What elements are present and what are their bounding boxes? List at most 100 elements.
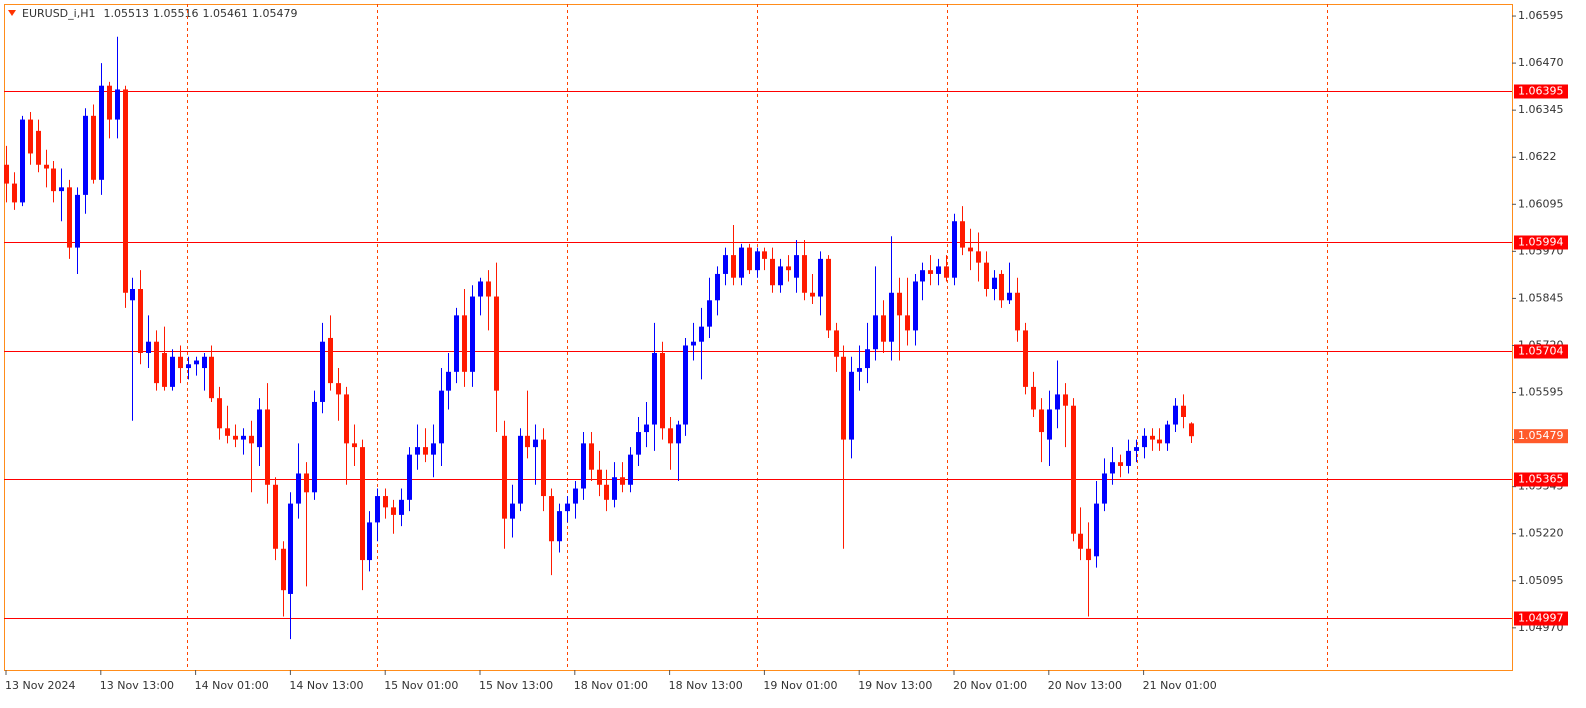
x-tick-label: 18 Nov 13:00 bbox=[669, 679, 743, 692]
candle-body bbox=[75, 194, 80, 248]
candle-body bbox=[67, 187, 72, 248]
candle-body bbox=[1189, 423, 1194, 437]
candle-body bbox=[186, 364, 191, 369]
candle-body bbox=[857, 368, 862, 372]
level-label: 1.05704 bbox=[1518, 345, 1564, 358]
candle-body bbox=[952, 221, 957, 278]
header-close: 1.05479 bbox=[252, 7, 298, 20]
candle-body bbox=[439, 390, 444, 444]
candle-body bbox=[944, 266, 949, 278]
candle-body bbox=[99, 85, 104, 180]
candle-body bbox=[273, 484, 278, 549]
candle-body bbox=[431, 443, 436, 455]
candle-body bbox=[257, 409, 262, 448]
candle-body bbox=[644, 424, 649, 433]
candle-body bbox=[51, 168, 56, 192]
candle-body bbox=[486, 281, 491, 297]
candle-body bbox=[984, 262, 989, 289]
x-tick-label: 13 Nov 13:00 bbox=[100, 679, 174, 692]
candle-body bbox=[589, 443, 594, 470]
candle-body bbox=[1118, 462, 1123, 466]
y-tick-label: 1.05845 bbox=[1518, 291, 1564, 304]
candle-body bbox=[533, 439, 538, 448]
level-label-bg bbox=[1514, 84, 1568, 99]
candle-body bbox=[976, 251, 981, 263]
candle-body bbox=[36, 130, 41, 165]
candle-body bbox=[1086, 548, 1091, 561]
x-tick-label: 14 Nov 13:00 bbox=[289, 679, 363, 692]
y-tick-label: 1.05095 bbox=[1518, 574, 1564, 587]
candle-body bbox=[478, 281, 483, 297]
level-label-bg bbox=[1514, 611, 1568, 626]
candle-body bbox=[399, 499, 404, 515]
candle-body bbox=[905, 315, 910, 331]
candle-body bbox=[818, 258, 823, 297]
candle-body bbox=[1094, 503, 1099, 557]
candle-body bbox=[612, 477, 617, 500]
symbol: EURUSD_i,H1 bbox=[22, 7, 95, 20]
candle-body bbox=[913, 281, 918, 331]
candle-body bbox=[454, 315, 459, 372]
candle-body bbox=[352, 443, 357, 448]
header-arrow bbox=[8, 10, 16, 16]
candle-body bbox=[525, 435, 530, 448]
candle-body bbox=[1150, 435, 1155, 440]
candle-body bbox=[1031, 386, 1036, 410]
candle-body bbox=[683, 345, 688, 425]
level-label-bg bbox=[1514, 472, 1568, 487]
candle-body bbox=[281, 548, 286, 591]
candle-body bbox=[778, 266, 783, 286]
candle-body bbox=[676, 424, 681, 444]
candle-body bbox=[202, 356, 207, 369]
header: EURUSD_i,H1 1.05513 1.05516 1.05461 1.05479 bbox=[22, 7, 297, 20]
candle-body bbox=[470, 296, 475, 372]
candle-body bbox=[762, 251, 767, 259]
candle-body bbox=[936, 266, 941, 274]
candle-body bbox=[581, 443, 586, 489]
candle-body bbox=[920, 270, 925, 282]
candle-body bbox=[668, 428, 673, 444]
candle-body bbox=[889, 292, 894, 342]
candle-body bbox=[834, 330, 839, 357]
candle-body bbox=[194, 360, 199, 365]
candle-body bbox=[747, 247, 752, 271]
x-tick-label: 19 Nov 01:00 bbox=[763, 679, 837, 692]
candle-body bbox=[565, 503, 570, 512]
candle-body bbox=[178, 356, 183, 369]
candle-body bbox=[826, 258, 831, 331]
header-low: 1.05461 bbox=[202, 7, 248, 20]
candle-body bbox=[391, 507, 396, 515]
candle-body bbox=[130, 288, 135, 301]
candle-body bbox=[423, 447, 428, 455]
candle-body bbox=[233, 435, 238, 440]
candle-body bbox=[810, 292, 815, 297]
x-tick-label: 20 Nov 01:00 bbox=[953, 679, 1027, 692]
candle-body bbox=[1078, 533, 1083, 549]
candle-body bbox=[660, 353, 665, 429]
candle-body bbox=[1165, 424, 1170, 444]
candle-body bbox=[328, 337, 333, 384]
level-label-bg bbox=[1514, 344, 1568, 359]
candle-body bbox=[786, 266, 791, 271]
candle-body bbox=[265, 409, 270, 485]
candle-body bbox=[296, 473, 301, 504]
x-tick-label: 18 Nov 01:00 bbox=[574, 679, 648, 692]
candle-body bbox=[1039, 409, 1044, 433]
candle-body bbox=[699, 326, 704, 342]
candle-body bbox=[304, 473, 309, 493]
candle-body bbox=[849, 371, 854, 440]
candle-body bbox=[1007, 292, 1012, 301]
level-label-bg bbox=[1514, 235, 1568, 250]
candle-body bbox=[549, 496, 554, 542]
candle-body bbox=[20, 119, 25, 203]
candle-body bbox=[344, 394, 349, 444]
x-tick-label: 20 Nov 13:00 bbox=[1048, 679, 1122, 692]
candle-body bbox=[1110, 462, 1115, 474]
y-tick-label: 1.05220 bbox=[1518, 527, 1564, 540]
header-high: 1.05516 bbox=[153, 7, 199, 20]
candle-body bbox=[320, 341, 325, 402]
candle-body bbox=[446, 371, 451, 391]
candle-body bbox=[170, 356, 175, 387]
